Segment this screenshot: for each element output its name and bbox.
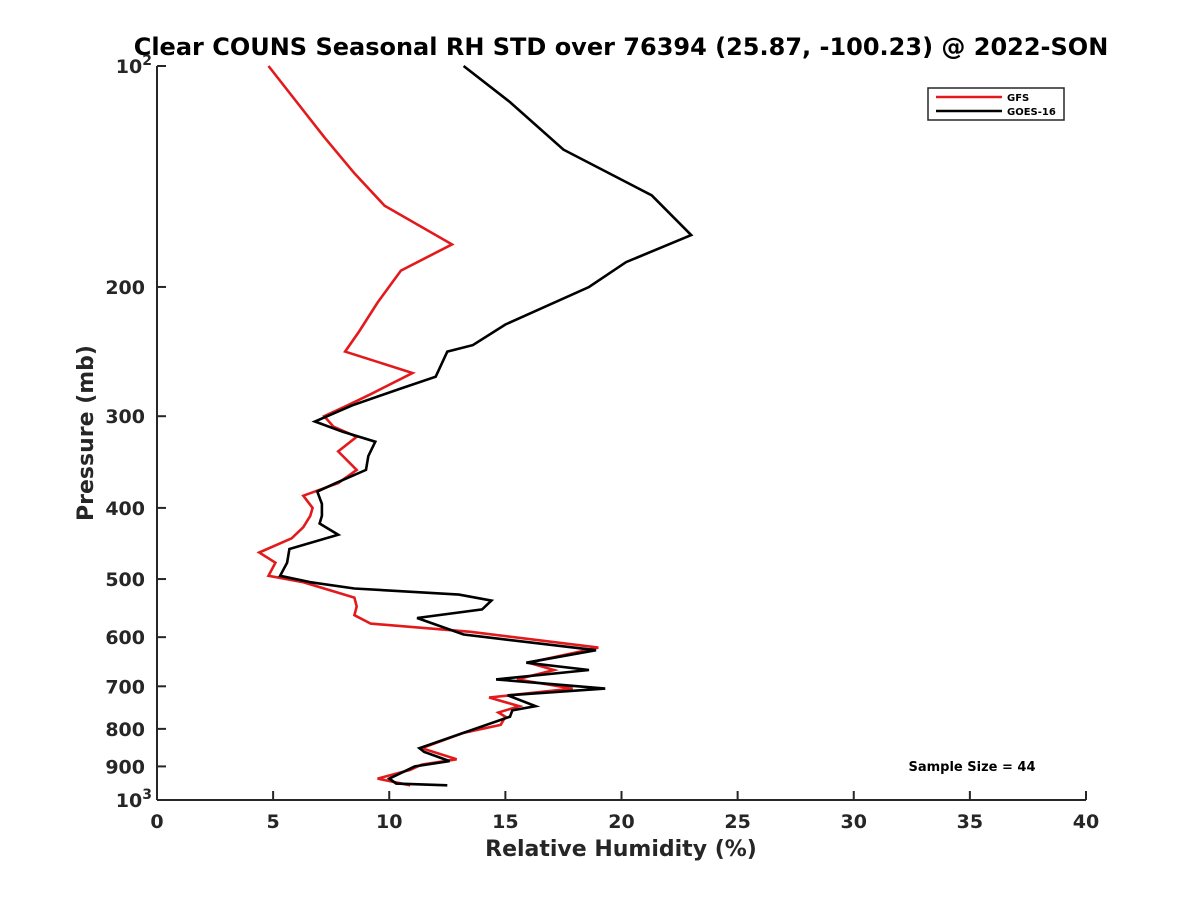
x-tick-label: 0 <box>150 811 163 833</box>
y-tick-label: 900 <box>105 756 145 778</box>
x-axis-ticks: 0 5 10 15 20 25 30 35 40 <box>150 791 1099 833</box>
y-tick-label: 102 <box>116 53 152 78</box>
x-axis-label: Relative Humidity (%) <box>485 837 757 862</box>
y-tick-label: 200 <box>105 277 145 299</box>
legend-label-goes16: GOES-16 <box>1007 107 1056 118</box>
x-tick-label: 40 <box>1073 811 1099 833</box>
x-tick-label: 20 <box>608 811 634 833</box>
series-layer <box>256 64 694 787</box>
legend-box <box>927 87 1065 121</box>
y-tick-label: 103 <box>116 787 152 812</box>
y-axis-ticks: 102 200 300 400 500 600 700 800 900 103 <box>105 53 166 812</box>
plot-background <box>157 66 1086 800</box>
legend-label-gfs: GFS <box>1007 93 1029 104</box>
x-tick-label: 15 <box>492 811 518 833</box>
x-tick-label: 35 <box>957 811 983 833</box>
y-tick-label: 400 <box>105 498 145 520</box>
x-tick-label: 5 <box>267 811 280 833</box>
y-axis-label: Pressure (mb) <box>74 345 99 521</box>
x-tick-label: 10 <box>376 811 402 833</box>
series-line-gfs <box>256 65 599 787</box>
y-tick-label: 700 <box>105 676 145 698</box>
y-tick-label: 300 <box>105 406 145 428</box>
x-tick-label: 30 <box>841 811 867 833</box>
y-tick-label: 600 <box>105 627 145 649</box>
x-tick-label: 25 <box>724 811 750 833</box>
plot-area <box>156 64 1086 801</box>
chart-title: Clear COUNS Seasonal RH STD over 76394 (… <box>134 33 1109 61</box>
y-tick-label: 800 <box>105 719 145 741</box>
legend: GFS GOES-16 <box>927 87 1065 121</box>
sample-size-annotation: Sample Size = 44 <box>908 760 1035 775</box>
series-line-goes16 <box>278 64 694 787</box>
y-tick-label: 500 <box>105 569 145 591</box>
